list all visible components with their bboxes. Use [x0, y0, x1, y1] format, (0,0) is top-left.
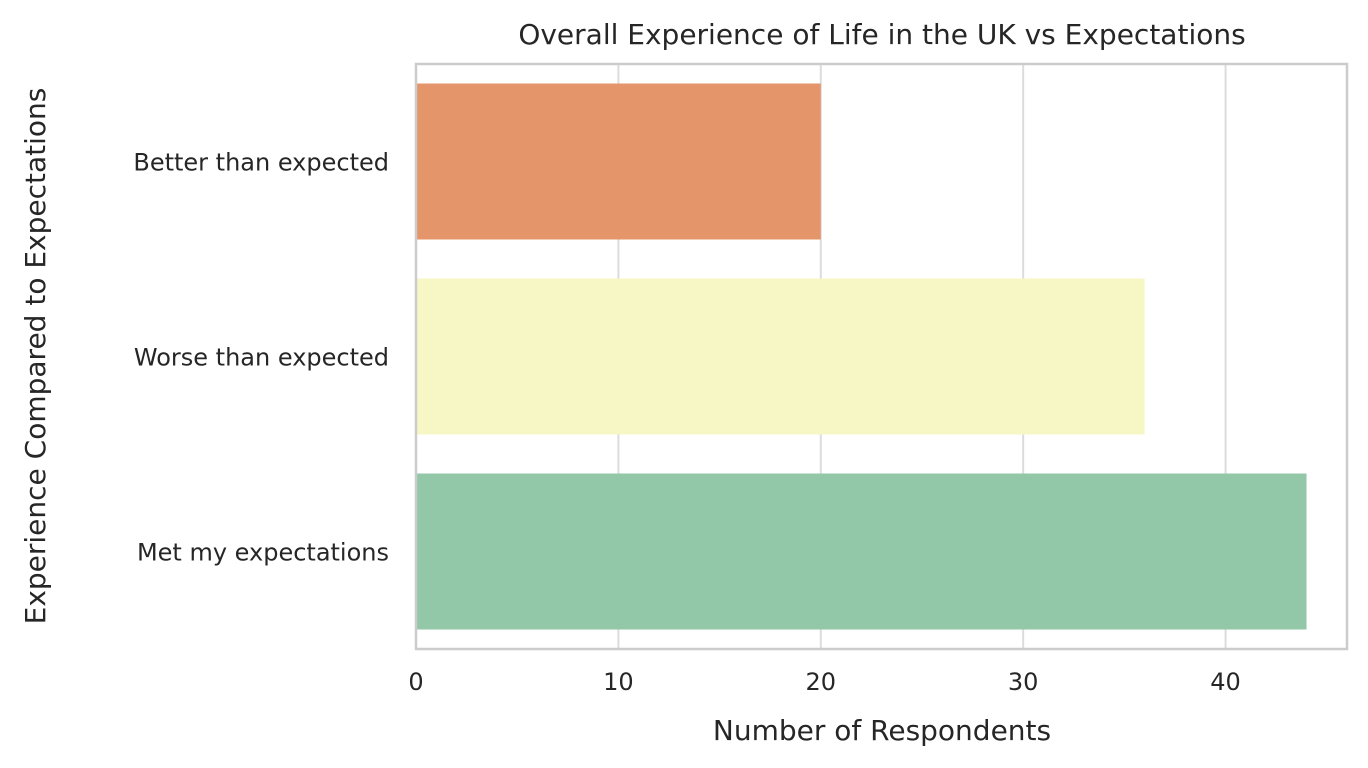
axes-frame [414, 62, 1349, 651]
bar [416, 473, 1307, 630]
plot-frame [414, 62, 1349, 651]
bar [416, 83, 821, 240]
x-tick-label: 0 [408, 668, 423, 696]
bars [416, 83, 1307, 630]
chart-title: Overall Experience of Life in the UK vs … [518, 18, 1245, 51]
y-axis-label: Experience Compared to Expectations [19, 88, 52, 625]
x-axis-label: Number of Respondents [713, 714, 1051, 747]
y-tick-label: Met my expectations [137, 539, 389, 567]
x-tick-label: 40 [1210, 668, 1241, 696]
x-tick-label: 30 [1008, 668, 1039, 696]
y-tick-label: Better than expected [133, 149, 389, 177]
x-tick-label: 10 [603, 668, 634, 696]
y-axis-ticks: Better than expected Worse than expected M… [133, 149, 389, 567]
y-tick-label: Worse than expected [134, 344, 389, 372]
x-axis-ticks: 0 10 20 30 40 [408, 668, 1240, 696]
x-tick-label: 20 [806, 668, 837, 696]
bar [416, 278, 1145, 435]
